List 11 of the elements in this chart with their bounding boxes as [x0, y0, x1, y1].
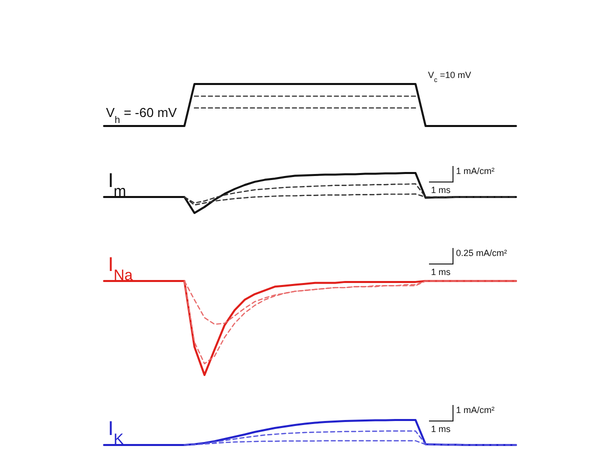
- annotation: 1 ms: [431, 185, 452, 195]
- annotation: V$_{h}$ = -60 mV: [106, 105, 178, 126]
- y-axis-title: I$_{K}$: [108, 418, 124, 448]
- text: 1 ms: [431, 267, 452, 277]
- text: 0.25 mA/cm²: [456, 248, 508, 258]
- annotation: 1 ms: [431, 424, 452, 434]
- text: V$_{c}$ =10 mV: [428, 70, 472, 84]
- annotation: 1 mA/cm²: [456, 166, 495, 176]
- y-axis-title: I$_{m}$: [108, 170, 126, 200]
- text: 1 mA/cm²: [456, 405, 495, 415]
- y-axis-title: I$_{Na}$: [108, 254, 134, 284]
